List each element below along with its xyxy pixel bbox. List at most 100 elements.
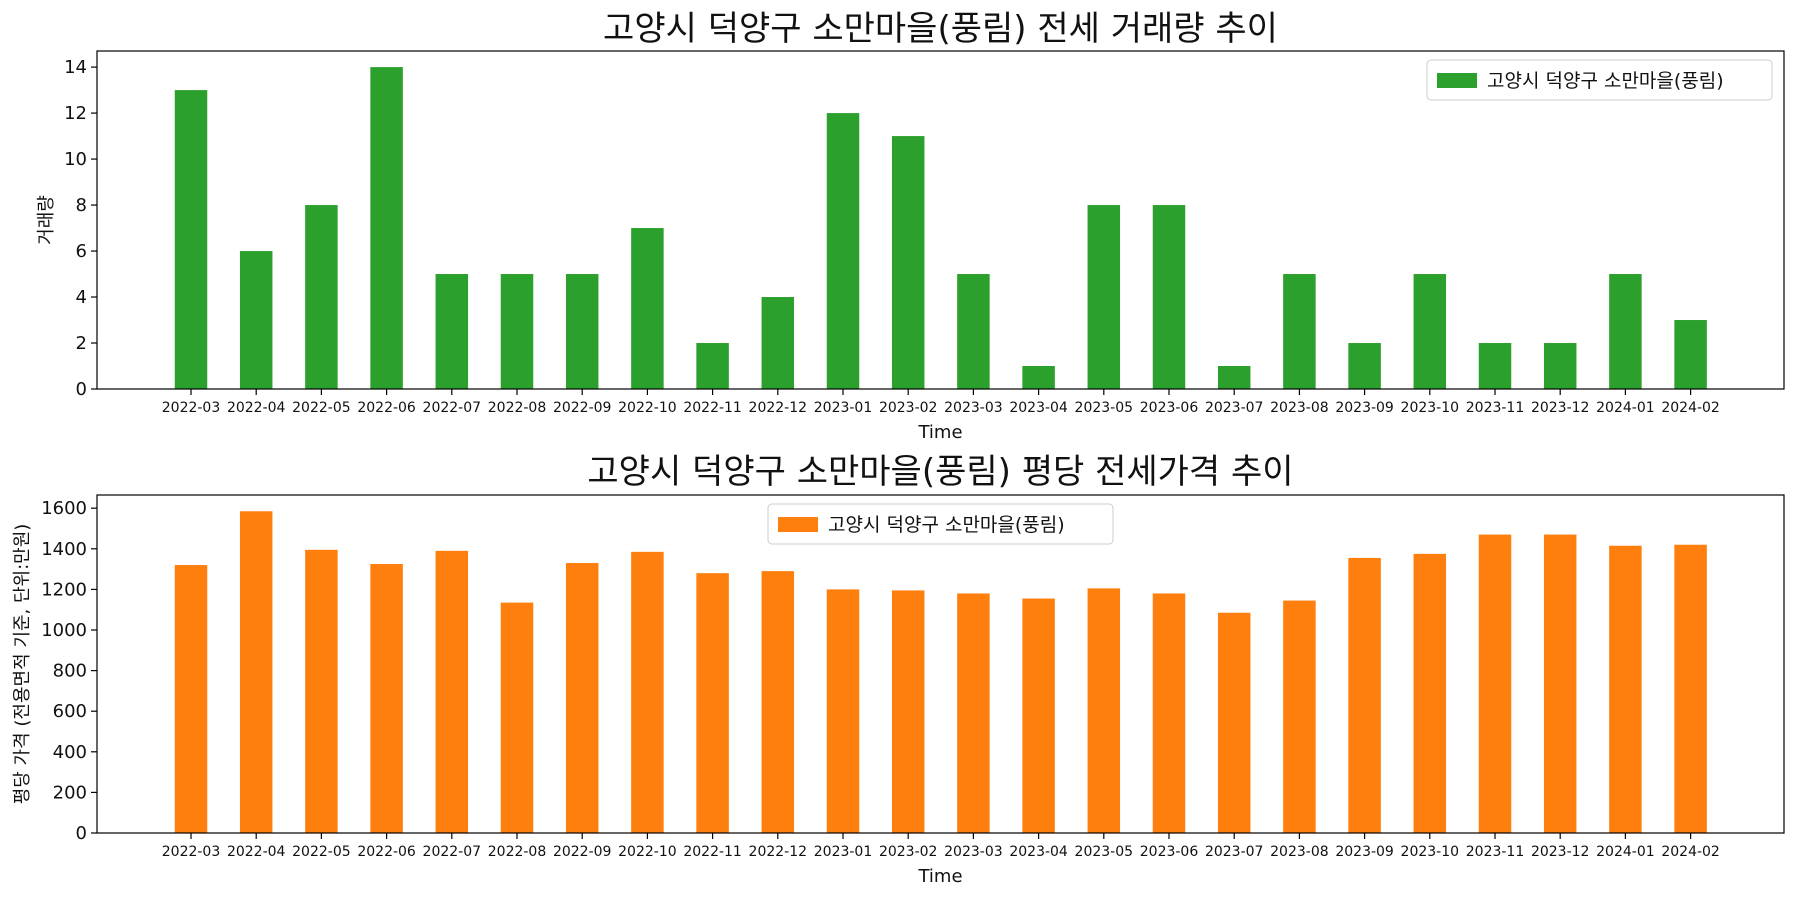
volume-bar [957,274,990,389]
price-bar [891,590,925,833]
price-y-tick-label: 1000 [41,620,87,641]
volume-x-tick-label: 2023-12 [1531,400,1590,416]
price-x-tick-label: 2023-07 [1205,844,1264,860]
price-x-tick-label: 2023-10 [1401,844,1460,860]
price-bar [1674,544,1707,833]
price-bar [239,511,273,833]
price-bar [1478,534,1512,833]
price-x-tick-label: 2024-02 [1661,844,1720,860]
price-x-tick-label: 2022-08 [488,844,547,860]
volume-x-tick-label: 2022-11 [683,400,742,416]
price-x-tick-label: 2022-04 [227,844,286,860]
volume-bar [891,136,925,389]
price-bar [1087,588,1121,833]
volume-x-tick-label: 2023-07 [1205,400,1264,416]
volume-x-tick-label: 2022-06 [357,400,416,416]
price-x-tick-label: 2023-08 [1270,844,1329,860]
price-y-tick-label: 1400 [41,539,87,560]
volume-bar [1674,320,1707,389]
price-bar [1609,545,1642,833]
price-bar [1217,612,1251,833]
volume-x-tick-label: 2022-10 [618,400,677,416]
volume-bar [1022,366,1055,389]
price-x-tick-label: 2022-12 [749,844,808,860]
price-bar [500,602,534,833]
volume-x-tick-label: 2022-04 [227,400,286,416]
volume-bar [500,274,534,389]
volume-x-tick-label: 2023-09 [1335,400,1394,416]
price-x-tick-label: 2022-09 [553,844,612,860]
volume-plot-frame [96,50,1785,390]
price-legend-swatch [778,517,818,532]
price-bar [565,563,599,833]
price-bar [174,565,208,833]
volume-bar [1152,205,1186,389]
volume-bar [826,113,860,389]
volume-legend-swatch [1437,73,1477,88]
volume-y-tick-label: 8 [76,195,87,216]
volume-x-axis-label: Time [917,422,962,443]
volume-bar [1543,343,1577,389]
volume-bar [370,67,403,389]
volume-y-tick-label: 2 [76,333,87,354]
price-bar [370,564,403,833]
price-y-tick-label: 200 [53,782,87,803]
volume-bar [1609,274,1642,389]
price-x-tick-label: 2023-09 [1335,844,1394,860]
volume-y-tick-label: 14 [64,57,87,78]
price-x-tick-label: 2023-03 [944,844,1003,860]
price-x-tick-label: 2023-02 [879,844,938,860]
volume-x-tick-label: 2023-06 [1140,400,1199,416]
volume-x-tick-label: 2023-01 [814,400,873,416]
volume-y-tick-label: 12 [64,103,87,124]
volume-y-axis-label: 거래량 [36,195,57,245]
volume-x-tick-label: 2022-05 [292,400,351,416]
volume-x-tick-label: 2022-08 [488,400,547,416]
volume-x-tick-label: 2022-09 [553,400,612,416]
price-y-tick-label: 1600 [41,498,87,519]
price-y-axis-label: 평당 가격 (전용면적 기준, 단위:만원) [12,524,33,805]
volume-chart-title: 고양시 덕양구 소만마을(풍림) 전세 거래량 추이 [603,9,1278,49]
price-x-tick-label: 2023-04 [1009,844,1068,860]
price-x-tick-label: 2023-11 [1466,844,1525,860]
price-x-tick-label: 2022-05 [292,844,351,860]
volume-x-tick-label: 2023-03 [944,400,1003,416]
price-x-tick-label: 2023-01 [814,844,873,860]
price-y-tick-label: 600 [53,701,87,722]
price-x-tick-label: 2022-06 [357,844,416,860]
volume-x-tick-label: 2024-02 [1661,400,1720,416]
volume-legend-box [1426,59,1773,101]
price-legend-box [767,503,1114,545]
price-x-tick-label: 2022-03 [162,844,221,860]
price-plot-frame [96,494,1785,834]
volume-bar [1087,205,1121,389]
price-y-tick-label: 0 [76,823,87,844]
volume-x-tick-label: 2023-05 [1075,400,1134,416]
price-y-tick-label: 800 [53,661,87,682]
price-y-tick-label: 400 [53,742,87,763]
volume-x-tick-label: 2022-07 [423,400,482,416]
volume-x-tick-label: 2022-03 [162,400,221,416]
volume-bar [174,90,208,389]
price-bar [1283,600,1316,833]
price-bar [826,589,860,833]
volume-bar [1413,274,1447,389]
volume-x-tick-label: 2023-02 [879,400,938,416]
volume-x-tick-label: 2023-04 [1009,400,1068,416]
price-bar [761,571,795,833]
volume-legend-label: 고양시 덕양구 소만마을(풍림) [1487,70,1724,92]
price-bar [1413,553,1447,833]
volume-y-tick-label: 6 [76,241,87,262]
price-x-tick-label: 2022-11 [683,844,742,860]
volume-bar [305,205,338,389]
volume-x-tick-label: 2023-11 [1466,400,1525,416]
price-bar [305,549,338,833]
volume-y-tick-label: 4 [76,287,87,308]
price-x-tick-label: 2023-12 [1531,844,1590,860]
volume-x-tick-label: 2023-08 [1270,400,1329,416]
price-x-tick-label: 2022-10 [618,844,677,860]
price-bar [1348,557,1381,833]
price-x-tick-label: 2023-05 [1075,844,1134,860]
volume-bar [631,228,664,389]
